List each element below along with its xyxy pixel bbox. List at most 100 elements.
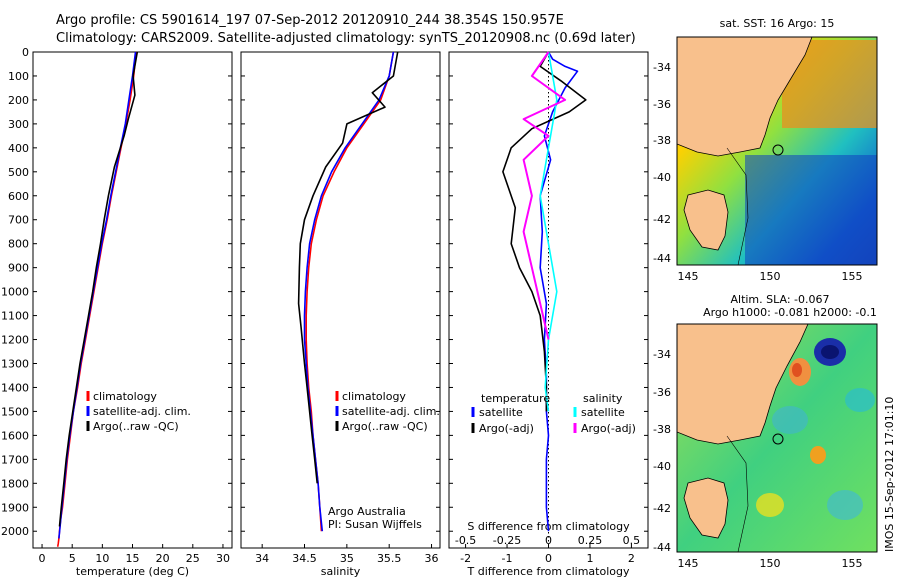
sst-map-title: sat. SST: 16 Argo: 15: [720, 17, 835, 30]
x-axis-label: temperature (deg C): [76, 565, 189, 578]
sla-map-title-line2: Argo h1000: -0.081 h2000: -0.1: [703, 306, 877, 319]
tasmania: [683, 477, 729, 539]
lat-tick-label: -42: [653, 502, 671, 515]
y-tick-label: 1100: [1, 310, 29, 323]
sla-map-lat-ticks: -34 -36 -38 -40 -42 -44: [653, 348, 671, 554]
legend-title: salinity: [583, 392, 623, 405]
lat-tick-label: -36: [653, 386, 671, 399]
legend-label: climatology: [342, 390, 406, 403]
s-tick-label: -0.25: [493, 534, 521, 547]
x-axis-label: T difference from climatology: [467, 565, 630, 578]
sst-map-lat-ticks: -34 -36 -38 -40 -42 -44: [653, 61, 671, 265]
argo-float-marker: [772, 433, 784, 445]
x-tick-label: 25: [186, 552, 200, 565]
legend-label: Argo(-adj): [581, 422, 636, 435]
header-line1: Argo profile: CS 5901614_197 07-Sep-2012…: [56, 13, 564, 28]
lat-tick-label: -38: [653, 134, 671, 147]
legend-label: satellite-adj. clim.: [342, 405, 440, 418]
y-tick-label: 500: [8, 166, 29, 179]
series-line-salinity-satellite: [539, 51, 558, 412]
x-tick-label: 10: [95, 552, 109, 565]
sla-map: Altim. SLA: -0.067 Argo h1000: -0.081 h2…: [653, 293, 878, 570]
australia-landmass: [677, 324, 808, 444]
x-tick-label: 34: [255, 552, 269, 565]
y-tick-label: 300: [8, 118, 29, 131]
plot-frame: [240, 51, 441, 549]
legend-label: satellite: [479, 406, 523, 419]
lat-tick-label: -40: [653, 171, 671, 184]
x-tick-label: 15: [126, 552, 140, 565]
legend-label: Argo(-adj): [479, 422, 534, 435]
x-tick-label: 34.5: [292, 552, 317, 565]
lon-tick-label: 155: [842, 557, 863, 570]
x-tick-label: 0: [39, 552, 46, 565]
y-tick-label: 1300: [1, 357, 29, 370]
legend-title: temperature: [481, 392, 550, 405]
series-line-argo-raw-qc-: [58, 51, 139, 527]
x-tick-label: 35: [340, 552, 354, 565]
y-tick-label: 600: [8, 190, 29, 203]
y-tick-label: 0: [22, 46, 29, 59]
imos-timestamp-label: IMOS 15-Sep-2012 17:01:10: [883, 397, 896, 552]
lon-tick-label: 150: [760, 270, 781, 283]
tasmania: [683, 189, 729, 251]
y-tick-label: 1600: [1, 429, 29, 442]
series-line-climatology: [305, 51, 395, 532]
y-tick-label: 800: [8, 238, 29, 251]
x-tick-label: 30: [216, 552, 230, 565]
legend-label: climatology: [93, 390, 157, 403]
y-tick-label: 900: [8, 262, 29, 275]
series-line-argo-adj-: [502, 51, 587, 412]
x-axis-label: salinity: [321, 565, 361, 578]
sla-map-title-line1: Altim. SLA: -0.067: [730, 293, 829, 306]
series-line-satellite: [539, 51, 579, 532]
series-line-satellite-adj-clim-: [303, 51, 395, 532]
y-tick-label: 700: [8, 214, 29, 227]
lon-tick-label: 145: [678, 270, 699, 283]
lat-tick-label: -38: [653, 423, 671, 436]
argo-float-marker: [772, 144, 784, 156]
y-tick-label: 1000: [1, 286, 29, 299]
difference-panel: -2 -1 0 1 2T difference from climatology -0.5…: [448, 51, 649, 578]
y-tick-label: 1500: [1, 405, 29, 418]
s-tick-label: -0.5: [455, 534, 476, 547]
lat-tick-label: -40: [653, 460, 671, 473]
x-tick-label: -1: [502, 552, 513, 565]
y-tick-label: 1800: [1, 477, 29, 490]
plot-frame: [32, 51, 233, 549]
s-tick-label: 0.25: [578, 534, 603, 547]
header-line2: Climatology: CARS2009. Satellite-adjuste…: [56, 31, 636, 46]
legend-label: satellite: [581, 406, 625, 419]
x-tick-label: 5: [69, 552, 76, 565]
australia-landmass: [677, 37, 812, 156]
y-tick-label: 100: [8, 70, 29, 83]
legend-label: satellite-adj. clim.: [93, 405, 191, 418]
y-tick-label: 1900: [1, 501, 29, 514]
x-tick-label: 20: [156, 552, 170, 565]
annotation-text: PI: Susan Wijffels: [328, 518, 422, 531]
x-tick-label: 36: [425, 552, 439, 565]
lon-tick-label: 150: [760, 557, 781, 570]
y-tick-label: 1400: [1, 381, 29, 394]
s-tick-label: 0: [545, 534, 552, 547]
y-tick-label: 1200: [1, 334, 29, 347]
temperature-panel: 0100200300400500600700800900100011001200…: [1, 46, 233, 578]
sst-map: sat. SST: 16 Argo: 15 -34 -36 -38 -40 -4…: [653, 17, 878, 283]
legend-label: Argo(..raw -QC): [342, 420, 428, 433]
y-tick-label: 2000: [1, 525, 29, 538]
lat-tick-label: -36: [653, 98, 671, 111]
x-tick-label: -2: [460, 552, 471, 565]
salinity-panel: 34 34.5 35 35.5 36 salinity climatology satelli…: [240, 51, 441, 578]
legend-label: Argo(..raw -QC): [93, 420, 179, 433]
series-line-argo-raw-qc-: [297, 51, 399, 484]
series-line-satellite-adj-clim-: [58, 51, 137, 539]
lat-tick-label: -42: [653, 213, 671, 226]
lat-tick-label: -34: [653, 61, 671, 74]
x-tick-label: 1: [586, 552, 593, 565]
x-tick-label: 35.5: [377, 552, 402, 565]
s-tick-label: 0.5: [623, 534, 641, 547]
sst-map-lon-ticks: 145 150 155: [678, 270, 863, 283]
x-tick-label: 0: [545, 552, 552, 565]
lon-tick-label: 155: [842, 270, 863, 283]
